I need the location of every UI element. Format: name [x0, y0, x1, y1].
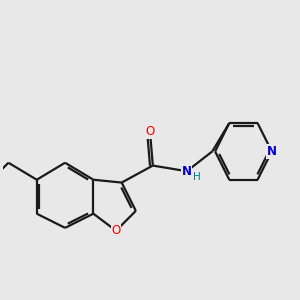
Text: H: H [193, 172, 201, 182]
Text: N: N [182, 165, 192, 178]
Text: N: N [267, 145, 277, 158]
Text: O: O [146, 125, 154, 138]
Text: O: O [111, 224, 121, 237]
